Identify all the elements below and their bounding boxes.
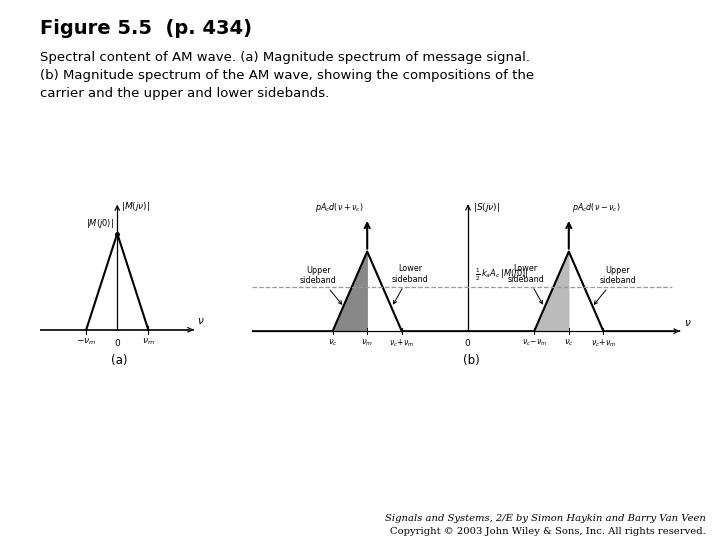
Text: carrier and the upper and lower sidebands.: carrier and the upper and lower sideband…	[40, 87, 329, 100]
Text: (b) Magnitude spectrum of the AM wave, showing the compositions of the: (b) Magnitude spectrum of the AM wave, s…	[40, 69, 534, 82]
Polygon shape	[367, 252, 402, 331]
Text: $\nu$: $\nu$	[684, 318, 691, 328]
Text: $\nu_c$: $\nu_c$	[564, 338, 574, 348]
Text: $0$: $0$	[464, 338, 472, 348]
Text: Spectral content of AM wave. (a) Magnitude spectrum of message signal.: Spectral content of AM wave. (a) Magnitu…	[40, 51, 530, 64]
Text: $|S(j\nu)|$: $|S(j\nu)|$	[473, 201, 500, 214]
Text: Copyright © 2003 John Wiley & Sons, Inc. All rights reserved.: Copyright © 2003 John Wiley & Sons, Inc.…	[390, 526, 706, 536]
Text: $\nu_m$: $\nu_m$	[142, 336, 155, 347]
Text: $|M(j\nu)|$: $|M(j\nu)|$	[121, 200, 150, 213]
Text: $\nu_c\!-\!\nu_m$: $\nu_c\!-\!\nu_m$	[521, 338, 547, 348]
Text: (a): (a)	[111, 354, 127, 367]
Text: $\nu_m$: $\nu_m$	[361, 338, 373, 348]
Text: (b): (b)	[463, 354, 480, 367]
Text: $\nu_c\!+\!\nu_m$: $\nu_c\!+\!\nu_m$	[590, 338, 616, 349]
Text: Lower
sideband: Lower sideband	[507, 264, 544, 304]
Text: $\nu_c$: $\nu_c$	[328, 338, 338, 348]
Polygon shape	[569, 252, 603, 331]
Text: $0$: $0$	[114, 336, 121, 348]
Text: $\nu_c\!+\!\nu_m$: $\nu_c\!+\!\nu_m$	[389, 338, 415, 349]
Polygon shape	[534, 252, 569, 331]
Text: Figure 5.5  (p. 434): Figure 5.5 (p. 434)	[40, 19, 251, 38]
Text: $-\nu_m$: $-\nu_m$	[76, 336, 96, 347]
Text: $|M(j0)|$: $|M(j0)|$	[86, 217, 114, 230]
Text: $pA_c d(\nu-\nu_c)$: $pA_c d(\nu-\nu_c)$	[572, 201, 621, 214]
Text: Lower
sideband: Lower sideband	[392, 264, 429, 304]
Text: Signals and Systems, 2/E by Simon Haykin and Barry Van Veen: Signals and Systems, 2/E by Simon Haykin…	[384, 514, 706, 523]
Text: Upper
sideband: Upper sideband	[594, 266, 636, 304]
Polygon shape	[333, 252, 367, 331]
Text: $pA_c d(\nu+\nu_c)$: $pA_c d(\nu+\nu_c)$	[315, 201, 364, 214]
Text: $\nu$: $\nu$	[197, 316, 205, 326]
Text: $\frac{1}{2}\,k_a A_c\,|M(j0)|$: $\frac{1}{2}\,k_a A_c\,|M(j0)|$	[475, 267, 528, 284]
Text: Upper
sideband: Upper sideband	[300, 266, 342, 304]
